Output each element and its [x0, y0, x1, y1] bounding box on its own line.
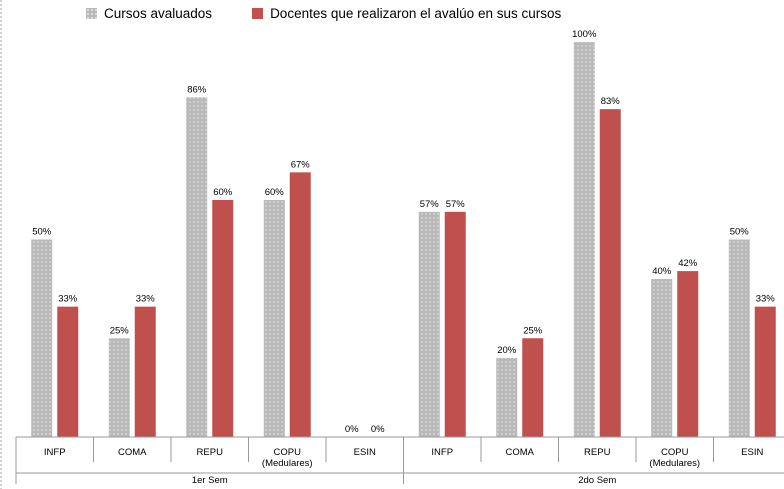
data-label-docentes-2: 60%: [213, 187, 233, 198]
data-label-cursos-2: 86%: [187, 84, 207, 95]
category-label-3-line2: (Medulares): [262, 458, 313, 469]
data-label-cursos-7: 100%: [572, 29, 597, 40]
bar-cursos-5: [418, 211, 440, 437]
data-label-cursos-9: 50%: [730, 227, 750, 238]
category-label-6: COMA: [506, 447, 535, 458]
data-label-docentes-9: 33%: [756, 294, 776, 305]
group-label-0: 1er Sem: [192, 475, 228, 486]
bar-docentes-6: [522, 338, 544, 437]
bar-docentes-5: [444, 211, 466, 437]
category-label-5: INFP: [431, 447, 453, 458]
category-label-4: ESIN: [354, 447, 376, 458]
data-label-docentes-6: 25%: [523, 325, 543, 336]
data-label-cursos-4: 0%: [345, 424, 359, 435]
bar-docentes-9: [754, 306, 776, 437]
data-label-cursos-5: 57%: [420, 199, 440, 210]
chart-legend: Cursos avaluados Docentes que realizaron…: [86, 6, 561, 21]
bar-docentes-1: [134, 306, 156, 437]
data-label-cursos-6: 20%: [497, 345, 517, 356]
bar-cursos-0: [31, 239, 53, 437]
legend-swatch-series1: [86, 8, 97, 19]
category-label-8-line2: (Medulares): [649, 458, 700, 469]
category-label-7: REPU: [584, 447, 611, 458]
category-label-0: INFP: [44, 447, 66, 458]
bar-docentes-8: [677, 271, 699, 437]
bar-cursos-1: [108, 338, 130, 437]
legend-item-series2: Docentes que realizaron el avalúo en sus…: [252, 6, 561, 21]
data-label-cursos-0: 50%: [32, 227, 52, 238]
bar-cursos-6: [496, 358, 518, 437]
category-label-9: ESIN: [741, 447, 763, 458]
legend-label-series2: Docentes que realizaron el avalúo en sus…: [270, 6, 562, 21]
category-label-3: COPU: [274, 447, 302, 458]
bar-docentes-0: [57, 306, 79, 437]
data-label-cursos-1: 25%: [110, 325, 130, 336]
group-label-1: 2do Sem: [578, 475, 616, 486]
data-label-docentes-5: 57%: [446, 199, 466, 210]
legend-label-series1: Cursos avaluados: [104, 6, 213, 21]
category-label-2: REPU: [197, 447, 224, 458]
bar-cursos-8: [651, 279, 673, 437]
data-label-cursos-8: 40%: [652, 266, 672, 277]
bar-cursos-9: [728, 239, 750, 437]
data-label-docentes-3: 67%: [291, 159, 311, 170]
bar-cursos-2: [186, 97, 208, 438]
data-label-docentes-1: 33%: [136, 294, 156, 305]
category-label-8: COPU: [661, 447, 689, 458]
left-border: [0, 0, 2, 489]
legend-item-series1: Cursos avaluados: [86, 6, 212, 21]
data-label-docentes-4: 0%: [371, 424, 385, 435]
bar-cursos-3: [263, 200, 285, 437]
data-label-docentes-8: 42%: [678, 258, 698, 269]
data-label-cursos-3: 60%: [265, 187, 285, 198]
category-label-1: COMA: [118, 447, 147, 458]
legend-swatch-series2: [252, 8, 264, 19]
bar-cursos-7: [573, 42, 595, 437]
data-label-docentes-0: 33%: [58, 294, 78, 305]
data-label-docentes-7: 83%: [601, 96, 621, 107]
bar-docentes-7: [599, 109, 621, 438]
bar-docentes-3: [289, 172, 311, 437]
bar-docentes-2: [212, 200, 234, 437]
